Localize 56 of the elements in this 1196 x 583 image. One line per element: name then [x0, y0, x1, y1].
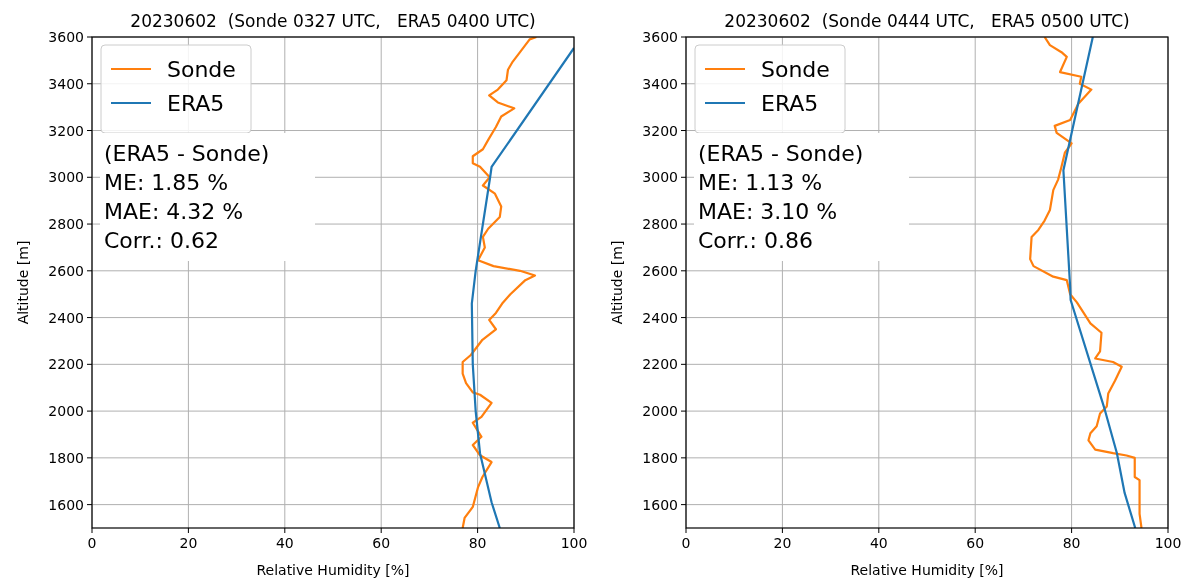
y-tick-label: 3200 [642, 122, 678, 139]
annotation: Corr.: 0.62 [104, 228, 219, 253]
y-tick-label: 2200 [642, 356, 678, 373]
y-tick-label: 3600 [642, 29, 678, 45]
y-tick-label: 2400 [48, 309, 84, 326]
annotation: MAE: 3.10 % [698, 199, 838, 224]
chart-title: 20230602 (Sonde 0327 UTC, ERA5 0400 UTC) [130, 11, 536, 31]
x-tick-label: 100 [1154, 535, 1182, 551]
annotation: (ERA5 - Sonde) [698, 141, 864, 166]
legend-label: Sonde [761, 57, 830, 82]
x-tick-label: 60 [966, 535, 985, 551]
y-tick-label: 2400 [642, 309, 678, 326]
y-tick-label: 1600 [48, 496, 84, 513]
y-tick-label: 1800 [48, 449, 84, 466]
legend-label: ERA5 [167, 91, 225, 116]
y-tick-label: 2000 [642, 403, 678, 420]
line-series [461, 37, 538, 528]
annotation: (ERA5 - Sonde) [104, 141, 270, 166]
y-tick-label: 3400 [642, 75, 678, 92]
x-axis-title: Relative Humidity [%] [850, 562, 1004, 578]
y-tick-label: 3000 [642, 169, 678, 186]
line-series [1029, 37, 1143, 528]
y-axis-title: Altitude [m] [609, 240, 625, 325]
x-tick-label: 80 [468, 535, 487, 551]
x-tick-label: 20 [179, 535, 198, 551]
y-tick-label: 2000 [48, 403, 84, 420]
x-tick-label: 100 [560, 535, 588, 551]
y-tick-label: 2800 [48, 216, 84, 233]
line-series [1062, 37, 1137, 528]
annotation: ME: 1.13 % [698, 170, 823, 195]
legend-label: Sonde [167, 57, 236, 82]
y-tick-label: 3000 [48, 169, 84, 186]
annotation: MAE: 4.32 % [104, 199, 244, 224]
y-tick-label: 2200 [48, 356, 84, 373]
x-axis-title: Relative Humidity [%] [256, 562, 410, 578]
y-axis-title: Altitude [m] [15, 240, 31, 325]
annotation: Corr.: 0.86 [698, 228, 813, 253]
x-tick-label: 80 [1062, 535, 1081, 551]
x-tick-label: 0 [681, 535, 691, 551]
legend-label: ERA5 [761, 91, 819, 116]
y-tick-label: 3200 [48, 122, 84, 139]
x-tick-label: 40 [869, 535, 888, 551]
x-tick-label: 60 [372, 535, 391, 551]
chart-title: 20230602 (Sonde 0444 UTC, ERA5 0500 UTC) [724, 11, 1130, 31]
y-tick-label: 2800 [642, 216, 678, 233]
line-series [470, 46, 574, 528]
annotation: ME: 1.85 % [104, 170, 229, 195]
y-tick-label: 2600 [48, 262, 84, 279]
x-tick-label: 20 [773, 535, 792, 551]
y-tick-label: 3400 [48, 75, 84, 92]
x-tick-label: 0 [87, 535, 97, 551]
y-tick-label: 3600 [48, 29, 84, 45]
x-tick-label: 40 [275, 535, 294, 551]
y-tick-label: 1600 [642, 496, 678, 513]
y-tick-label: 1800 [642, 449, 678, 466]
y-tick-label: 2600 [642, 262, 678, 279]
